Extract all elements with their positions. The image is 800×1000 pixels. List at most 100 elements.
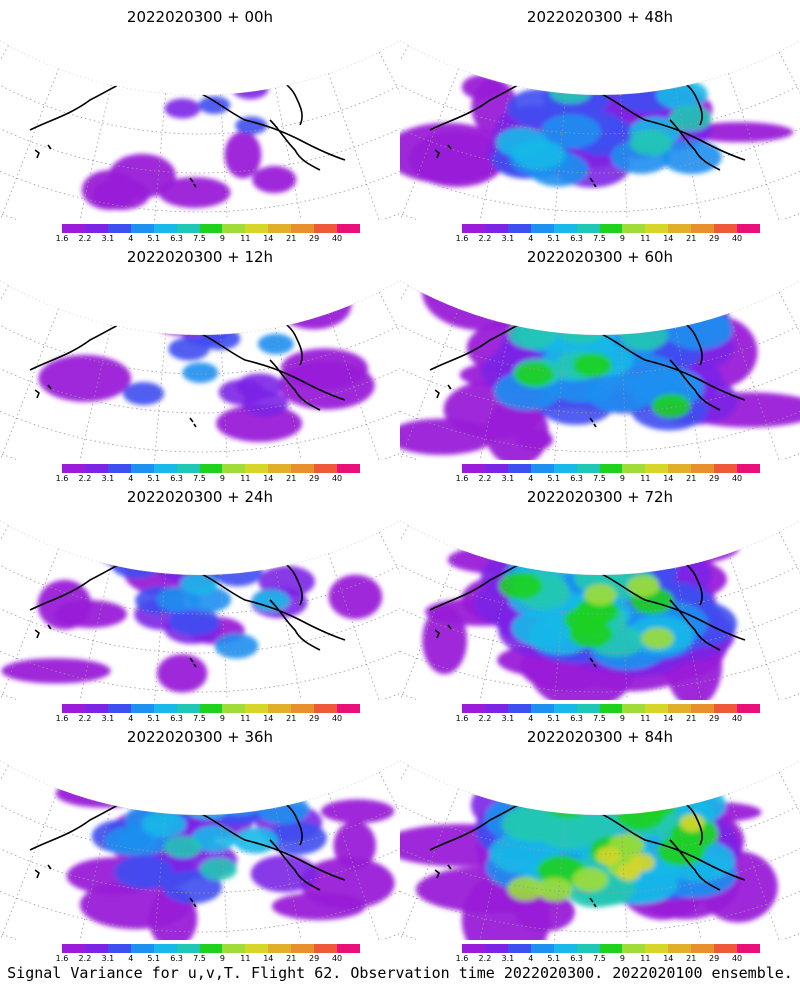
variance-map	[400, 31, 800, 220]
colorbar-swatch	[153, 704, 177, 713]
colorbar-tick-label: 6.3	[570, 954, 583, 963]
colorbar-swatch	[176, 464, 200, 473]
colorbar-tick-label: 29	[709, 954, 720, 963]
colorbar-swatch	[62, 944, 85, 953]
colorbar-tick-label: 9	[619, 714, 625, 723]
colorbar-swatch	[84, 224, 108, 233]
figure-caption: Signal Variance for u,v,T. Flight 62. Ob…	[7, 964, 793, 982]
colorbar-tick-label: 40	[331, 234, 343, 243]
colorbar-swatch	[62, 224, 85, 233]
colorbar-tick-label: 7.5	[593, 714, 606, 723]
colorbar-swatch	[314, 464, 338, 473]
colorbar-tick-label: 6.3	[570, 714, 583, 723]
colorbar-tick-label: 14	[663, 714, 674, 723]
colorbar-swatch	[507, 704, 531, 713]
colorbar-tick-label: 6.3	[170, 954, 183, 963]
colorbar-tick-label: 5.1	[147, 954, 161, 963]
map-panel: 2022020300 + 60h 1.6 2.2 3.1 4 5.1 6.3 7.5 9 11 14…	[400, 240, 800, 483]
colorbar-swatch	[268, 944, 292, 953]
colorbar-tick-label: 40	[331, 714, 343, 723]
colorbar-swatch	[737, 224, 760, 233]
colorbar-labels: 1.6 2.2 3.1 4 5.1 6.3 7.5 9 11 14 21 29 40	[56, 474, 360, 484]
colorbar-swatch	[222, 464, 246, 473]
colorbar-swatch	[530, 944, 554, 953]
panel-title: 2022020300 + 24h	[126, 488, 274, 506]
colorbar-tick-label: 4	[528, 954, 534, 963]
colorbar	[62, 944, 360, 953]
colorbar-tick-label: 2.2	[78, 234, 92, 243]
colorbar-tick-label: 11	[240, 954, 251, 963]
colorbar-swatch	[337, 464, 360, 473]
colorbar-swatch	[714, 704, 738, 713]
colorbar-tick-label: 14	[263, 714, 274, 723]
colorbar-tick-label: 14	[263, 474, 274, 483]
colorbar-swatch	[668, 704, 692, 713]
colorbar-swatch	[268, 224, 292, 233]
colorbar-tick-label: 14	[663, 234, 674, 243]
variance-map	[400, 271, 800, 460]
colorbar	[62, 224, 360, 233]
colorbar-tick-label: 40	[331, 954, 343, 963]
colorbar-swatch	[84, 464, 108, 473]
colorbar-swatch	[576, 704, 600, 713]
colorbar-swatch	[645, 704, 669, 713]
colorbar-tick-label: 4	[128, 474, 134, 483]
colorbar-tick-label: 3.1	[101, 714, 115, 723]
colorbar-swatch	[337, 224, 360, 233]
colorbar-tick-label: 11	[240, 234, 251, 243]
colorbar-swatch	[530, 224, 554, 233]
colorbar-tick-label: 2.2	[478, 234, 492, 243]
colorbar-tick-label: 29	[709, 714, 720, 723]
colorbar-tick-label: 3.1	[101, 474, 115, 483]
colorbar-labels: 1.6 2.2 3.1 4 5.1 6.3 7.5 9 11 14 21 29 40	[456, 474, 760, 484]
colorbar-swatch	[714, 224, 738, 233]
variance-map	[400, 511, 800, 700]
colorbar-swatch	[553, 704, 577, 713]
colorbar-tick-label: 3.1	[501, 954, 515, 963]
map-panel: 2022020300 + 36h 1.6 2.2 3.1 4 5.1 6.3 7.5 9 11 14…	[0, 720, 400, 963]
colorbar-swatch	[245, 224, 269, 233]
map-panel: 2022020300 + 12h 1.6 2.2 3.1 4 5.1 6.3 7.5 9 11 14…	[0, 240, 400, 483]
colorbar-tick-label: 14	[663, 954, 674, 963]
colorbar-tick-label: 29	[309, 954, 320, 963]
colorbar-swatch	[599, 464, 623, 473]
colorbar-tick-label: 40	[731, 954, 743, 963]
colorbar-tick-label: 11	[640, 234, 651, 243]
colorbar-swatch	[714, 464, 738, 473]
colorbar-tick-label: 7.5	[593, 234, 606, 243]
colorbar	[62, 704, 360, 713]
panel-title: 2022020300 + 84h	[526, 728, 674, 746]
colorbar-swatch	[245, 944, 269, 953]
colorbar-swatch	[337, 944, 360, 953]
colorbar-swatch	[199, 944, 223, 953]
colorbar-swatch	[691, 224, 715, 233]
colorbar-tick-label: 5.1	[147, 234, 161, 243]
colorbar-tick-label: 9	[219, 234, 225, 243]
colorbar-swatch	[622, 224, 646, 233]
colorbar-swatch	[291, 944, 315, 953]
colorbar-tick-label: 7.5	[193, 714, 206, 723]
colorbar-swatch	[576, 944, 600, 953]
colorbar-swatch	[222, 704, 246, 713]
colorbar-labels: 1.6 2.2 3.1 4 5.1 6.3 7.5 9 11 14 21 29 40	[56, 714, 360, 724]
colorbar-swatch	[314, 944, 338, 953]
colorbar-swatch	[268, 464, 292, 473]
colorbar-tick-label: 14	[263, 234, 274, 243]
colorbar	[62, 464, 360, 473]
colorbar-tick-label: 2.2	[478, 954, 492, 963]
colorbar-tick-label: 7.5	[193, 474, 206, 483]
colorbar-tick-label: 7.5	[593, 474, 606, 483]
colorbar-tick-label: 5.1	[147, 714, 161, 723]
colorbar-tick-label: 5.1	[547, 714, 561, 723]
colorbar-swatch	[553, 224, 577, 233]
variance-map	[0, 271, 400, 460]
colorbar-tick-label: 6.3	[170, 474, 183, 483]
colorbar-swatch	[553, 464, 577, 473]
colorbar-swatch	[130, 944, 154, 953]
panel-title: 2022020300 + 00h	[126, 8, 274, 26]
colorbar-swatch	[84, 704, 108, 713]
colorbar-swatch	[62, 704, 85, 713]
colorbar-tick-label: 6.3	[570, 474, 583, 483]
colorbar-swatch	[622, 704, 646, 713]
colorbar	[462, 704, 760, 713]
